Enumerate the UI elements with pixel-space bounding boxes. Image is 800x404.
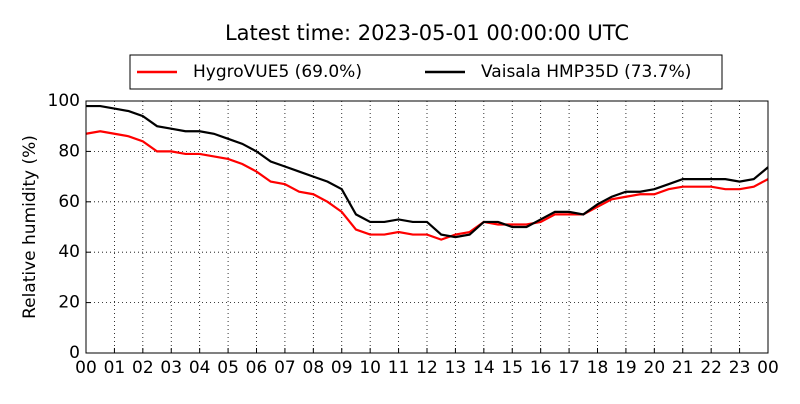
x-tick-label: 22 [700,358,722,378]
x-tick-label: 08 [303,358,325,378]
x-tick-label: 00 [75,358,97,378]
x-tick-label: 23 [729,358,751,378]
y-tick-label: 100 [48,91,80,111]
x-tick-label: 15 [501,358,523,378]
x-tick-label: 21 [672,358,694,378]
x-tick-label: 10 [359,358,381,378]
y-axis-label: Relative humidity (%) [20,135,40,319]
chart-title: Latest time: 2023-05-01 00:00:00 UTC [225,21,629,45]
x-tick-label: 16 [530,358,552,378]
x-tick-label: 09 [331,358,353,378]
y-tick-label: 80 [58,141,80,161]
x-tick-label: 12 [416,358,438,378]
x-tick-label: 14 [473,358,495,378]
x-tick-label: 00 [757,358,779,378]
data-line [85,130,769,241]
x-tick-label: 02 [132,358,154,378]
x-tick-label: 04 [189,358,211,378]
legend-label: HygroVUE5 (69.0%) [193,62,362,82]
x-tick-label: 03 [160,358,182,378]
x-tick-label: 17 [558,358,580,378]
x-tick-label: 05 [217,358,239,378]
y-tick-label: 20 [58,293,80,313]
y-tick-label: 60 [58,192,80,212]
x-tick-label: 11 [388,358,410,378]
x-tick-label: 19 [615,358,637,378]
data-line [86,104,769,239]
y-tick-label: 40 [58,242,80,262]
x-tick-label: 01 [104,358,126,378]
x-tick-label: 18 [587,358,609,378]
plot-frame [85,100,769,354]
x-tick-label: 07 [274,358,296,378]
y-tick-label: 0 [69,343,80,363]
x-tick-label: 13 [445,358,467,378]
x-tick-label: 20 [644,358,666,378]
legend-label: Vaisala HMP35D (73.7%) [481,62,691,82]
x-tick-label: 06 [246,358,268,378]
